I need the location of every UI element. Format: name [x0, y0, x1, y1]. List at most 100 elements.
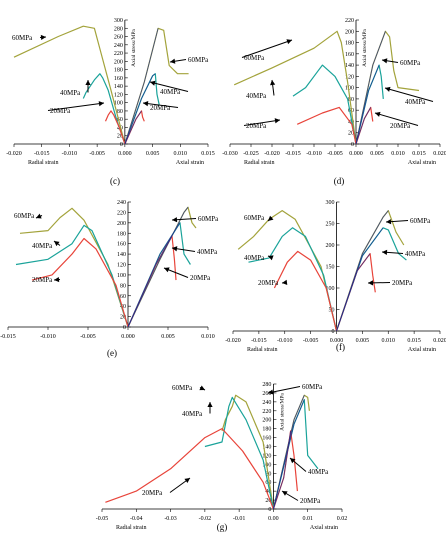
panel-e-annotation-arrow-3 — [171, 217, 197, 223]
panel-f-chart: -0.020 -0.015 -0.010 -0.005 0.000 0.005 0.010 0… — [225, 200, 446, 353]
panel-d-annotation-arrow-5-head — [375, 111, 381, 117]
panel-d-y-tick-label: 180 — [345, 41, 354, 47]
panel-g-label: (g) — [217, 522, 228, 532]
panel-g-x-tick-label: -0.05 — [96, 516, 109, 522]
panel-c-annotation-arrow-5 — [142, 101, 179, 108]
panel-g-series-20mpa-axial-stem — [272, 430, 292, 510]
panel-c-xlabel-axial: Axial strain — [176, 160, 204, 166]
panel-d-annotation-radial-60mpa: 60MPa — [244, 54, 265, 62]
panel-d-x-tick-label: -0.015 — [285, 151, 301, 157]
panel-e-annotation-axial-60mpa: 60MPa — [198, 215, 219, 223]
panel-f-series-60mpa-axial-stem — [336, 210, 389, 332]
panel-e-x-tick-label: 0.000 — [121, 334, 135, 340]
panel-g-annotation-arrow-2-head — [184, 478, 190, 484]
panel-g-y-tick-label: 180 — [262, 427, 271, 433]
panel-g-xlabel-axial: Axial strain — [310, 525, 338, 531]
panel-f-annotation-arrow-5-head — [368, 280, 374, 286]
panel-f-annotation-arrow-2 — [281, 279, 288, 285]
panel-f-y-tick-label: 150 — [326, 265, 335, 271]
panel-c-xlabel-radial: Radial strain — [28, 160, 59, 166]
panel-e-annotation-radial-40mpa: 40MPa — [32, 242, 53, 250]
panel-c-annotation-arrow-3-head — [170, 58, 176, 64]
panel-e-annotation-axial-20mpa: 20MPa — [190, 274, 211, 282]
panel-c-annotation-arrow-4-shaft — [149, 81, 189, 92]
panel-d-series-20mpa-radial-line — [296, 106, 357, 145]
panel-f-series-40mpa-axial-stem — [336, 227, 384, 332]
panel-c-annotation-arrow-4 — [149, 80, 189, 92]
panel-f-x-tick-label: -0.010 — [277, 338, 293, 344]
panel-g-y-tick-label: 200 — [262, 418, 271, 424]
panel-c-annotation-arrow-0-head — [40, 34, 46, 41]
panel-c-annotation-arrow-5-shaft — [142, 102, 179, 108]
panel-g-x-tick-label: 0.00 — [268, 516, 279, 522]
panel-c-annotation-arrow-3 — [169, 58, 187, 64]
panel-c-y-tick-label: 0 — [120, 142, 123, 148]
panel-f-annotation-arrow-3-head — [386, 219, 392, 225]
panel-g-annotation-axial-40mpa: 40MPa — [308, 468, 329, 476]
panel-d-series-60mpa-radial-line — [233, 30, 357, 145]
panel-g-annotation-radial-40mpa: 40MPa — [182, 410, 203, 418]
panel-c-annotation-arrow-1-head — [85, 80, 91, 85]
panel-f-series-20mpa-axial-stem — [336, 253, 371, 332]
panel-f-annotation-arrow-3 — [385, 219, 409, 225]
panel-e-x-tick-label: -0.015 — [0, 334, 16, 340]
panel-d-annotation-arrow-2 — [243, 118, 281, 126]
panel-f-annotation-arrow-5 — [367, 280, 391, 286]
panel-c-x-tick-label: -0.010 — [62, 151, 78, 157]
panel-c-annotation-arrow-2-head — [98, 101, 104, 107]
panel-e-x-tick-label: 0.010 — [201, 334, 215, 340]
panel-c-x-tick-label: 0.000 — [118, 151, 132, 157]
panel-c-y-tick-label: 180 — [114, 68, 123, 74]
panel-g-annotation-arrow-1-head — [207, 402, 213, 407]
panel-d-y-tick-label: 0 — [351, 142, 354, 148]
panel-e-y-tick-label: 160 — [117, 242, 126, 248]
panel-c-series-60mpa-axial-stem — [124, 28, 159, 145]
panel-c-annotation-radial-60mpa: 60MPa — [12, 34, 33, 42]
panel-d-annotation-arrow-5 — [374, 111, 419, 126]
panel-d-xlabel-axial: Axial strain — [408, 160, 436, 166]
panel-c-y-tick-label: 120 — [114, 92, 123, 98]
panel-g-annotation-arrow-3 — [267, 386, 301, 395]
panel-e-y-tick-label: 40 — [120, 304, 126, 310]
panel-g-annotation-arrow-4-head — [290, 458, 296, 464]
panel-f-annotation-arrow-0-head — [268, 215, 274, 221]
panel-d-series-60mpa-axial-stem — [355, 31, 386, 145]
panel-e-y-tick-label: 200 — [117, 221, 126, 227]
panel-d-x-tick-label: -0.030 — [222, 151, 238, 157]
panel-e-annotation-arrow-5-head — [164, 267, 170, 273]
panel-d-annotation-arrow-1 — [270, 79, 276, 96]
panel-e-y-tick-label: 220 — [117, 210, 126, 216]
panel-d-chart: -0.030 -0.025 -0.020 -0.015 -0.010 -0.005 0.00… — [222, 18, 446, 186]
panel-g-series-40mpa-axial-stem — [272, 399, 305, 510]
panel-f-series-20mpa-radial-line — [273, 250, 338, 332]
panel-d-x-tick-label: -0.005 — [327, 151, 343, 157]
panel-f-annotation-axial-60mpa: 60MPa — [410, 217, 431, 225]
panel-f-xlabel-radial: Radial strain — [247, 347, 278, 353]
panel-f-x-tick-label: 0.010 — [382, 338, 396, 344]
panel-c-annotation-axial-20mpa: 20MPa — [150, 104, 171, 112]
panel-g-x-tick-label: -0.01 — [233, 516, 246, 522]
panel-c-annotation-axial-60mpa: 60MPa — [188, 56, 209, 64]
panel-e-series-40mpa-radial-line — [15, 224, 129, 328]
panel-c-y-tick-label: 200 — [114, 59, 123, 65]
panel-f-annotation-arrow-4 — [381, 249, 404, 255]
panel-c-x-tick-label: -0.020 — [6, 151, 22, 157]
panel-g-chart: -0.05 -0.04 -0.03 -0.02 -0.01 0.00 0.01 0.02 0 20… — [96, 382, 348, 532]
panel-f-x-tick-label: -0.015 — [251, 338, 267, 344]
panel-d-y-tick-label: 220 — [345, 18, 354, 24]
panel-d-series-40mpa-axial-stem — [355, 64, 380, 145]
panel-f-series-60mpa-axial-line — [335, 210, 405, 332]
panel-d-series-20mpa-axial-stem — [355, 107, 372, 145]
panel-d-annotation-arrow-3-head — [382, 58, 388, 64]
panel-e-series-20mpa-axial-line — [127, 235, 177, 328]
panel-c-series-20mpa-radial-line — [104, 110, 126, 145]
panel-g-y-tick-label: 20 — [265, 498, 271, 504]
panel-c-series-40mpa-radial-line — [82, 73, 126, 145]
panel-c-y-tick-label: 240 — [114, 43, 123, 49]
panel-d-annotation-axial-60mpa: 60MPa — [400, 59, 421, 67]
panel-e-y-tick-label: 20 — [120, 315, 126, 321]
panel-c-y-tick-label: 60 — [117, 117, 123, 123]
panel-f-x-tick-label: 0.015 — [407, 338, 421, 344]
panel-c-ylabel: Axial stress/MPa — [131, 29, 137, 67]
